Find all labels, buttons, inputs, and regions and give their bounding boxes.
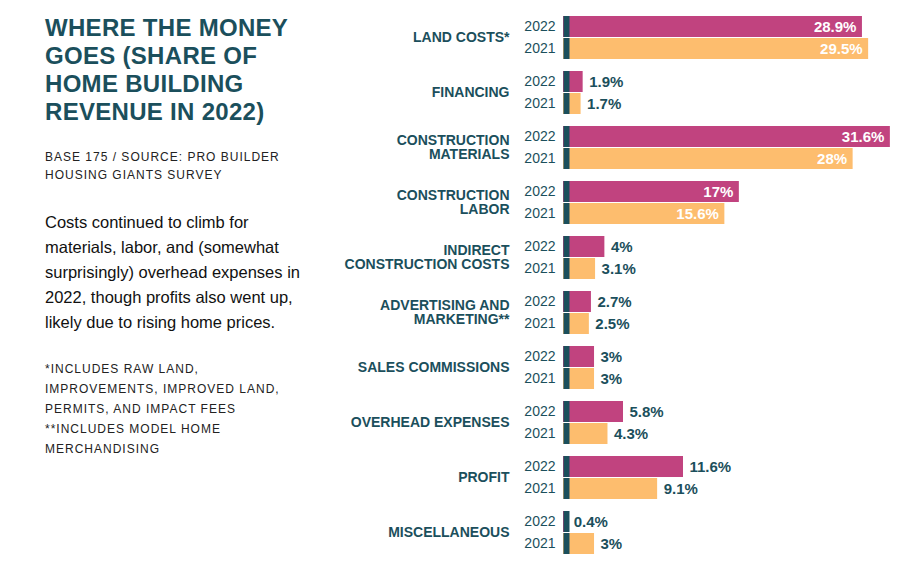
svg-text:0.4%: 0.4%: [574, 513, 608, 530]
svg-text:3%: 3%: [601, 348, 623, 365]
svg-text:CONSTRUCTIONLABOR: CONSTRUCTIONLABOR: [397, 187, 510, 217]
svg-text:2021: 2021: [524, 205, 555, 221]
svg-text:OVERHEAD EXPENSES: OVERHEAD EXPENSES: [351, 414, 510, 430]
svg-text:4.3%: 4.3%: [614, 425, 648, 442]
svg-text:17%: 17%: [703, 183, 733, 200]
svg-text:2022: 2022: [524, 513, 555, 529]
svg-text:2021: 2021: [524, 315, 555, 331]
svg-text:2021: 2021: [524, 425, 555, 441]
svg-text:MISCELLANEOUS: MISCELLANEOUS: [388, 524, 509, 540]
svg-text:LAND COSTS*: LAND COSTS*: [413, 29, 510, 45]
svg-text:2022: 2022: [524, 18, 555, 34]
svg-text:9.1%: 9.1%: [664, 480, 698, 497]
svg-text:4%: 4%: [611, 238, 633, 255]
svg-text:2021: 2021: [524, 260, 555, 276]
svg-text:2022: 2022: [524, 183, 555, 199]
svg-text:3%: 3%: [601, 370, 623, 387]
svg-text:FINANCING: FINANCING: [432, 84, 510, 100]
svg-text:3%: 3%: [601, 535, 623, 552]
svg-text:2.7%: 2.7%: [597, 293, 631, 310]
svg-text:ADVERTISING ANDMARKETING**: ADVERTISING ANDMARKETING**: [380, 297, 510, 327]
svg-text:28%: 28%: [817, 150, 847, 167]
svg-text:2022: 2022: [524, 73, 555, 89]
svg-text:11.6%: 11.6%: [689, 458, 731, 475]
html-text:*INCLUDES RAW LAND, IMPROVEMEN: *INCLUDES RAW LAND, IMPROVEMENTS, IMPROV…: [45, 362, 280, 416]
svg-text:2022: 2022: [524, 348, 555, 364]
html-text:BASE 175 / SOURCE: PRO BUILDER: BASE 175 / SOURCE: PRO BUILDER HOUSING G…: [45, 150, 280, 182]
svg-text:2021: 2021: [524, 480, 555, 496]
svg-text:PROFIT: PROFIT: [458, 469, 510, 485]
html-text:Costs continued to climb for m: Costs continued to climb for materials, …: [45, 213, 300, 331]
svg-text:2022: 2022: [524, 293, 555, 309]
svg-text:31.6%: 31.6%: [842, 128, 885, 145]
svg-text:29.5%: 29.5%: [820, 40, 863, 57]
svg-text:3.1%: 3.1%: [602, 260, 636, 277]
svg-text:2021: 2021: [524, 535, 555, 551]
svg-text:2021: 2021: [524, 95, 555, 111]
svg-text:2021: 2021: [524, 40, 555, 56]
svg-text:1.7%: 1.7%: [587, 95, 621, 112]
svg-text:2021: 2021: [524, 370, 555, 386]
svg-text:1.9%: 1.9%: [589, 73, 623, 90]
svg-text:2.5%: 2.5%: [595, 315, 629, 332]
html-text:**INCLUDES MODEL HOME MERCHAND: **INCLUDES MODEL HOME MERCHANDISING: [45, 422, 221, 456]
svg-text:28.9%: 28.9%: [814, 18, 857, 35]
svg-text:CONSTRUCTIONMATERIALS: CONSTRUCTIONMATERIALS: [397, 132, 510, 162]
svg-text:SALES COMMISSIONS: SALES COMMISSIONS: [358, 359, 510, 375]
svg-text:5.8%: 5.8%: [629, 403, 663, 420]
html-text:WHERE THE MONEY GOES (SHARE OF: WHERE THE MONEY GOES (SHARE OF HOME BUIL…: [45, 14, 288, 125]
svg-text:2022: 2022: [524, 458, 555, 474]
svg-text:2022: 2022: [524, 238, 555, 254]
svg-text:2022: 2022: [524, 403, 555, 419]
svg-text:INDIRECTCONSTRUCTION COSTS: INDIRECTCONSTRUCTION COSTS: [345, 242, 510, 272]
svg-text:2021: 2021: [524, 150, 555, 166]
svg-text:2022: 2022: [524, 128, 555, 144]
svg-text:15.6%: 15.6%: [676, 205, 719, 222]
